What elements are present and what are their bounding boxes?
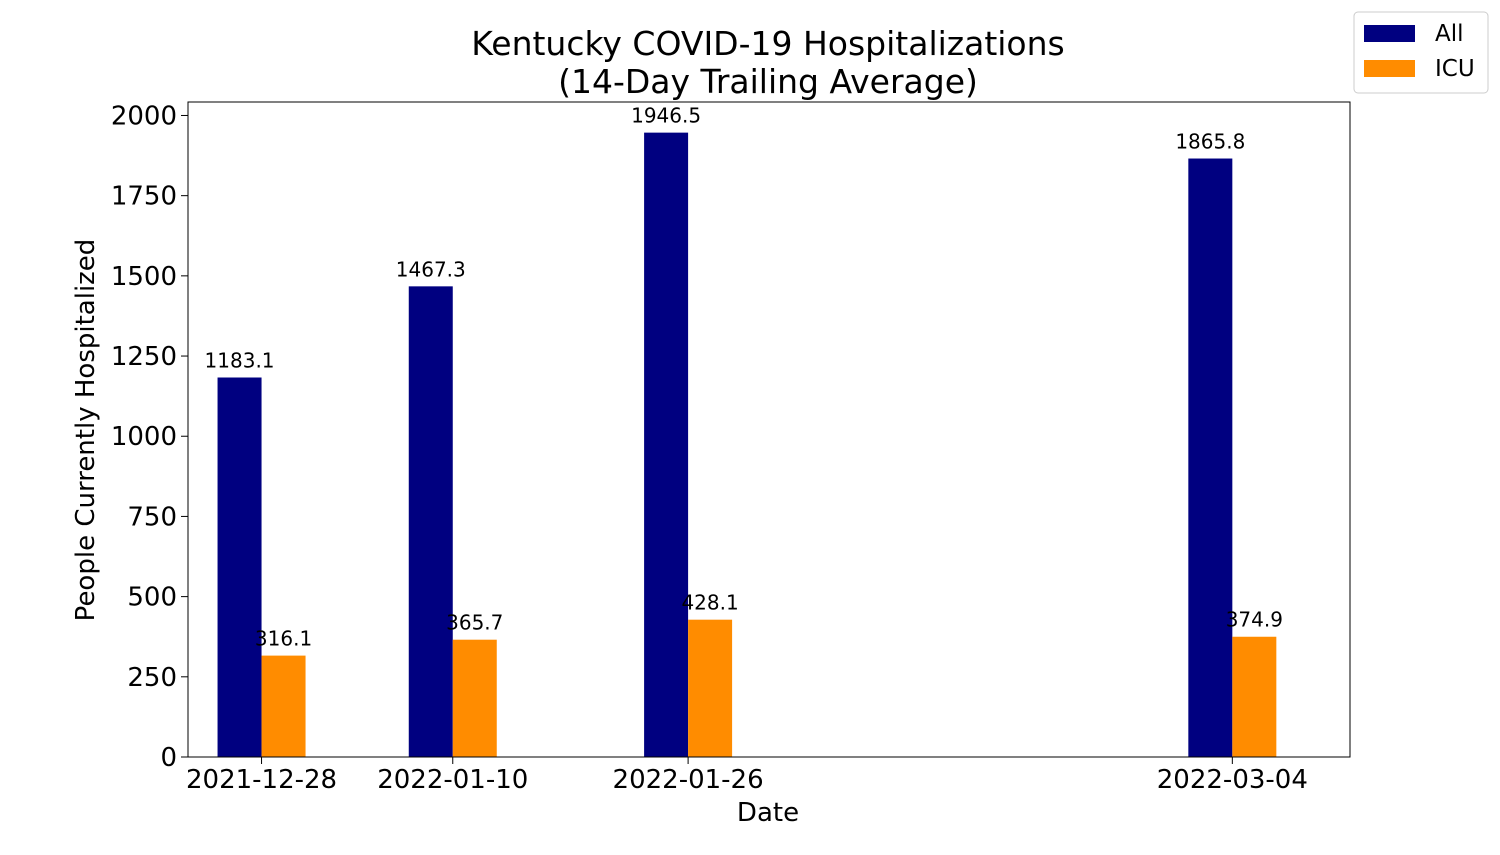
data-label-icu-2022-01-26: 428.1 — [681, 591, 738, 615]
bars — [217, 132, 1277, 758]
y-tick-label: 1500 — [111, 262, 177, 292]
bar-all-2021-12-28 — [217, 377, 262, 757]
legend-swatch-all — [1364, 25, 1415, 42]
y-tick-label: 1750 — [111, 182, 177, 212]
chart-title: Kentucky COVID-19 Hospitalizations (14-D… — [471, 24, 1064, 101]
bar-all-2022-03-04 — [1188, 158, 1233, 757]
y-axis: 0 250 500 750 1000 1250 1500 1750 2000 — [111, 101, 188, 773]
legend-label-icu: ICU — [1435, 56, 1475, 82]
chart-title-line-2: (14-Day Trailing Average) — [558, 62, 978, 101]
x-axis: 2021-12-28 2022-01-10 2022-01-26 2022-03-04 — [186, 757, 1308, 795]
x-axis-label: Date — [737, 798, 799, 828]
legend: All ICU — [1353, 11, 1489, 94]
data-label-all-2022-03-04: 1865.8 — [1175, 130, 1245, 154]
legend-label-all: All — [1435, 21, 1464, 47]
data-label-all-2022-01-26: 1946.5 — [631, 104, 701, 128]
y-tick-label: 0 — [160, 743, 177, 773]
bar-icu-2022-01-26 — [688, 619, 733, 757]
y-tick-label: 1250 — [111, 342, 177, 372]
data-label-icu-2022-01-10: 365.7 — [446, 611, 503, 635]
y-tick-label: 250 — [127, 663, 177, 693]
y-axis-label: People Currently Hospitalized — [71, 239, 101, 622]
y-tick-label: 500 — [127, 583, 177, 613]
x-tick-label: 2022-01-26 — [613, 765, 764, 795]
y-tick-label: 750 — [127, 502, 177, 532]
data-label-all-2021-12-28: 1183.1 — [205, 349, 275, 373]
data-label-icu-2022-03-04: 374.9 — [1226, 608, 1283, 632]
data-label-icu-2021-12-28: 316.1 — [255, 627, 312, 651]
y-tick-label: 1000 — [111, 422, 177, 452]
bar-all-2022-01-10 — [408, 286, 453, 757]
plot-frame — [187, 101, 1351, 758]
data-label-all-2022-01-10: 1467.3 — [396, 257, 466, 281]
x-tick-label: 2021-12-28 — [186, 765, 337, 795]
bar-icu-2022-03-04 — [1232, 636, 1277, 757]
data-labels: 1183.1 1467.3 1946.5 1865.8 316.1 365.7 428.1 3… — [205, 104, 1283, 651]
bar-all-2022-01-26 — [644, 132, 689, 758]
x-tick-label: 2022-03-04 — [1157, 765, 1308, 795]
bar-icu-2021-12-28 — [261, 655, 306, 757]
y-tick-label: 2000 — [111, 101, 177, 131]
bar-icu-2022-01-10 — [452, 639, 497, 757]
chart-title-line-1: Kentucky COVID-19 Hospitalizations — [471, 24, 1064, 63]
x-tick-label: 2022-01-10 — [377, 765, 528, 795]
legend-swatch-icu — [1364, 60, 1415, 77]
